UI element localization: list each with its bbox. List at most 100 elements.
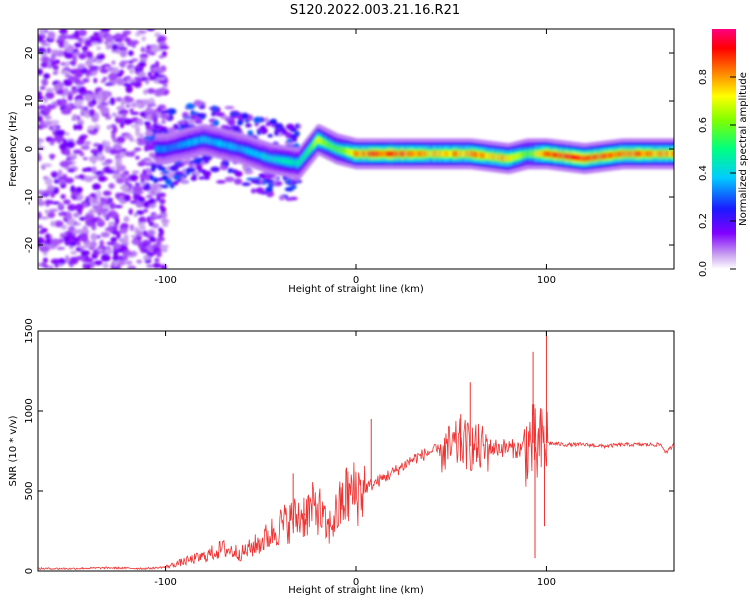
- heatmap-speckle: [38, 196, 42, 202]
- heatmap-speckle: [135, 99, 145, 104]
- heatmap-blob: [172, 181, 179, 186]
- heatmap-speckle: [157, 192, 166, 198]
- heatmap-speckle: [131, 42, 136, 48]
- heatmap-speckle: [119, 122, 125, 129]
- heatmap-speckle: [48, 208, 59, 213]
- heatmap-blob: [144, 135, 155, 140]
- heatmap-speckle: [52, 124, 57, 131]
- heatmap-speckle: [60, 70, 70, 75]
- colorbar-gradient: [712, 29, 736, 269]
- heatmap-blob: [146, 168, 151, 172]
- heatmap-blob: [192, 173, 197, 180]
- heatmap-blob: [274, 122, 281, 130]
- heatmap-blob: [254, 122, 259, 127]
- spectrogram-y-ticks: -20 -10 0 10 20: [24, 47, 674, 253]
- snr-line-group: [38, 331, 674, 571]
- heatmap-speckle: [122, 254, 128, 261]
- heatmap-speckle: [105, 44, 112, 50]
- heatmap-speckle: [66, 103, 73, 109]
- heatmap-speckle: [157, 106, 162, 112]
- heatmap-speckle: [38, 200, 46, 207]
- heatmap-blob: [224, 176, 235, 183]
- heatmap-speckle: [83, 156, 88, 161]
- heatmap-speckle: [113, 261, 118, 268]
- heatmap-speckle: [145, 194, 154, 199]
- y-tick-label: 0: [24, 146, 35, 152]
- heatmap-speckle: [137, 230, 143, 237]
- heatmap-speckle: [53, 84, 59, 92]
- heatmap-speckle: [64, 177, 74, 184]
- heatmap-speckle: [150, 45, 160, 53]
- heatmap-speckle: [137, 196, 146, 203]
- heatmap-speckle: [68, 225, 76, 233]
- heatmap-speckle: [38, 142, 42, 146]
- heatmap-speckle: [72, 55, 78, 64]
- heatmap-speckle: [115, 177, 125, 184]
- heatmap-speckle: [50, 238, 61, 247]
- heatmap-speckle: [74, 42, 82, 48]
- heatmap-speckle: [123, 118, 133, 125]
- heatmap-blob: [194, 158, 202, 165]
- heatmap-speckle: [46, 184, 55, 191]
- heatmap-speckle: [54, 134, 64, 143]
- heatmap-blob: [189, 164, 194, 168]
- heatmap-speckle: [76, 196, 83, 201]
- heatmap-speckle: [162, 221, 169, 228]
- heatmap-blob: [160, 113, 170, 120]
- heatmap-blob: [178, 120, 187, 125]
- heatmap-speckle: [136, 259, 143, 264]
- heatmap-speckle: [68, 61, 77, 65]
- heatmap-speckle: [126, 78, 136, 83]
- heatmap-speckle: [112, 243, 122, 249]
- heatmap-speckle: [162, 83, 168, 88]
- heatmap-speckle: [112, 125, 118, 134]
- heatmap-speckle: [78, 174, 85, 179]
- x-tick-label: -100: [154, 577, 177, 588]
- heatmap-speckle: [156, 251, 162, 258]
- heatmap-blob: [200, 115, 206, 120]
- heatmap-blob: [185, 167, 196, 173]
- heatmap-speckle: [146, 88, 156, 94]
- heatmap-speckle: [38, 110, 42, 116]
- heatmap-speckle: [106, 125, 112, 130]
- heatmap-blob: [198, 176, 205, 180]
- heatmap-speckle: [112, 255, 120, 262]
- heatmap-speckle: [85, 59, 93, 67]
- heatmap-speckle: [84, 242, 92, 249]
- heatmap-speckle: [100, 65, 106, 69]
- heatmap-blob: [185, 103, 196, 110]
- colorbar-tick-label: 0.4: [698, 165, 709, 181]
- heatmap-speckle: [94, 36, 102, 41]
- heatmap-speckle: [148, 75, 157, 81]
- heatmap-speckle: [38, 262, 42, 268]
- heatmap-speckle: [70, 185, 76, 193]
- heatmap-blob: [233, 178, 243, 185]
- heatmap-speckle: [67, 218, 76, 226]
- heatmap-speckle: [151, 214, 161, 218]
- heatmap-speckle: [93, 260, 103, 266]
- heatmap-blob: [212, 119, 220, 127]
- heatmap-speckle: [159, 45, 169, 50]
- heatmap-speckle: [116, 77, 124, 86]
- heatmap-speckle: [148, 229, 155, 237]
- heatmap-speckle: [38, 230, 45, 235]
- heatmap-speckle: [47, 31, 56, 40]
- heatmap-speckle: [56, 246, 66, 251]
- heatmap-ridge-cell: [673, 150, 674, 157]
- heatmap-speckle: [45, 237, 53, 246]
- heatmap-speckle: [58, 178, 65, 185]
- heatmap-blob: [201, 156, 208, 162]
- heatmap-speckle: [93, 77, 98, 84]
- heatmap-speckle: [152, 262, 162, 269]
- heatmap-speckle: [38, 138, 43, 143]
- heatmap-speckle: [130, 81, 136, 86]
- heatmap-speckle: [68, 241, 77, 247]
- heatmap-speckle: [90, 208, 97, 213]
- heatmap-speckle: [138, 216, 147, 224]
- heatmap-speckle: [86, 51, 91, 58]
- heatmap-blob: [144, 144, 152, 151]
- heatmap-blob: [151, 113, 156, 120]
- heatmap-speckle: [120, 222, 129, 229]
- heatmap-blob: [244, 119, 250, 123]
- heatmap-blob: [260, 125, 266, 131]
